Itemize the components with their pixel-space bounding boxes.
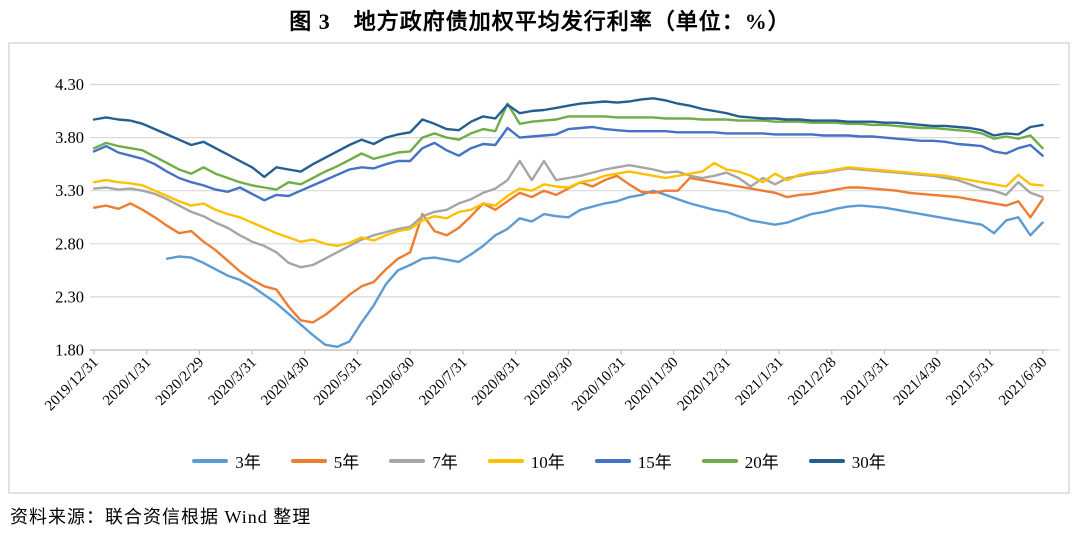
x-axis-tick-label: 2021/5/31 [943, 355, 997, 409]
legend-swatch-icon [487, 458, 524, 463]
x-axis-tick-label: 2021/3/31 [838, 355, 892, 409]
legend-swatch-icon [701, 458, 738, 463]
legend-swatch-icon [192, 458, 229, 463]
legend-swatch-icon [594, 458, 631, 463]
source-note: 资料来源：联合资信根据 Wind 整理 [10, 507, 312, 527]
series-line-20年 [92, 102, 1044, 191]
legend-swatch-icon [808, 458, 845, 463]
legend-label: 30年 [851, 453, 886, 472]
legend-swatch-icon [389, 458, 426, 463]
legend-label: 15年 [637, 453, 672, 472]
legend-item-10年: 10年 [487, 448, 565, 473]
x-axis-tick-label: 2020/5/31 [311, 355, 365, 409]
series-line-3年 [165, 189, 1044, 348]
legend-item-15年: 15年 [594, 448, 672, 473]
x-axis-tick-label: 2021/1/31 [733, 355, 787, 409]
legend-swatch-icon [290, 458, 327, 463]
x-axis-tick-label: 2020/6/30 [364, 355, 418, 409]
y-axis-tick-label: 3.30 [55, 181, 84, 200]
legend-item-3年: 3年 [192, 448, 261, 473]
x-axis-tick-label: 2020/4/30 [258, 355, 312, 409]
x-axis-tick-label: 2020/2/29 [153, 355, 207, 409]
y-axis-tick-label: 2.30 [55, 287, 84, 306]
x-axis-tick-label: 2020/9/30 [522, 355, 576, 409]
legend-label: 10年 [530, 453, 565, 472]
series-line-30年 [92, 97, 1044, 179]
chart-canvas: 4.303.803.302.802.301.802019/12/312020/1… [42, 75, 1060, 415]
chart-plot-area: 4.30 3.80 3.30 2.80 2.30 1.80 2019/12/31 2020/1… [8, 42, 1070, 494]
y-axis-tick-label: 4.30 [55, 75, 84, 94]
y-axis-tick-label: 1.80 [55, 341, 84, 360]
x-axis-tick-label: 2021/4/30 [891, 355, 945, 409]
legend-item-5年: 5年 [290, 448, 360, 473]
legend-label: 3年 [235, 453, 261, 472]
legend-item-20年: 20年 [701, 448, 779, 473]
x-axis-tick-label: 2020/11/30 [622, 355, 681, 414]
x-axis-tick-label: 2020/8/31 [469, 355, 523, 409]
series-line-10年 [92, 161, 1044, 248]
x-axis-tick-label: 2020/1/31 [100, 355, 154, 409]
x-axis-tick-label: 2020/7/31 [416, 355, 470, 409]
x-axis-tick-label: 2020/10/31 [569, 355, 629, 415]
y-axis-tick-label: 3.80 [55, 128, 84, 147]
chart-title: 图 3 地方政府债加权平均发行利率（单位：%） [289, 9, 791, 34]
series-line-5年 [92, 174, 1044, 324]
chart-legend: 3年 5年 7年 10年 15年 20年 30年 [10, 448, 1068, 473]
x-axis-tick-label: 2021/6/30 [996, 355, 1050, 409]
y-axis-tick-label: 2.80 [55, 234, 84, 253]
x-axis-tick-label: 2021/2/28 [785, 355, 839, 409]
legend-label: 7年 [432, 453, 458, 472]
legend-item-7年: 7年 [389, 448, 458, 473]
series-line-7年 [92, 159, 1044, 269]
legend-item-30年: 30年 [808, 448, 886, 473]
legend-label: 5年 [333, 453, 360, 472]
x-axis-tick-label: 2020/3/31 [206, 355, 260, 409]
series-line-15年 [92, 125, 1044, 202]
legend-label: 20年 [744, 453, 779, 472]
x-axis-tick-label: 2019/12/31 [42, 355, 102, 415]
x-axis-tick-label: 2020/12/31 [675, 355, 735, 415]
